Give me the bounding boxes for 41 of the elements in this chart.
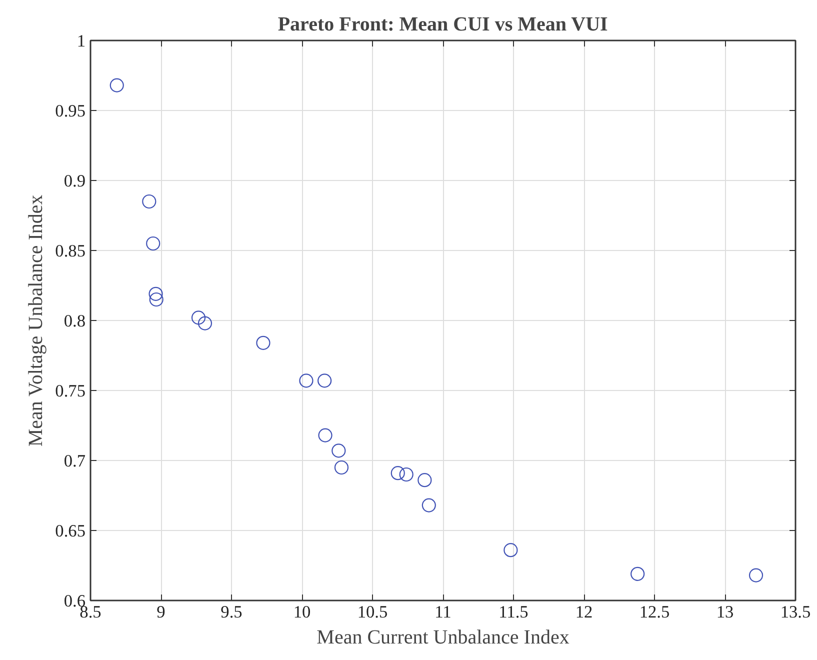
y-tick-label: 1	[76, 32, 86, 50]
point	[256, 336, 270, 350]
x-tick-label: 13	[716, 602, 734, 622]
point	[332, 444, 346, 458]
point	[418, 473, 432, 488]
y-tick-label: 0.75	[55, 382, 86, 400]
x-tick-label: 10.5	[357, 602, 388, 622]
x-tick-label: 11.5	[498, 602, 528, 622]
point	[142, 194, 156, 209]
x-tick-label: 9	[156, 602, 166, 622]
point	[146, 236, 160, 251]
y-tick-label: 0.9	[64, 172, 86, 190]
x-axis-title: Mean Current Unbalance Index	[316, 626, 570, 648]
point	[390, 466, 405, 480]
chart-title: Pareto Front: Mean CUI vs Mean VUI	[278, 14, 608, 36]
y-axis-title: Mean Voltage Unbalance Index	[25, 194, 48, 447]
point	[318, 374, 332, 388]
x-tick-label: 11	[434, 602, 452, 622]
point	[504, 543, 518, 558]
y-tick-label: 0.7	[64, 452, 86, 470]
point	[191, 310, 206, 325]
y-tick-label: 0.65	[55, 522, 86, 540]
point	[110, 78, 124, 92]
point	[422, 498, 436, 512]
x-tick-label: 12.5	[639, 602, 670, 622]
point	[748, 568, 764, 582]
x-tick-label: 10	[293, 602, 311, 622]
y-tick-label: 0.95	[55, 102, 86, 120]
y-tick-label: 0.85	[55, 242, 86, 260]
y-tick-label: 0.8	[64, 312, 86, 330]
point	[149, 292, 164, 307]
x-tick-label: 9.5	[220, 602, 242, 622]
point	[318, 428, 332, 442]
x-tick-label: 13.5	[780, 602, 811, 622]
point	[334, 460, 349, 475]
x-tick-label: 12	[575, 602, 593, 622]
point	[299, 374, 314, 388]
point	[630, 566, 645, 581]
point	[148, 286, 163, 301]
point	[399, 467, 414, 482]
point	[198, 316, 212, 330]
